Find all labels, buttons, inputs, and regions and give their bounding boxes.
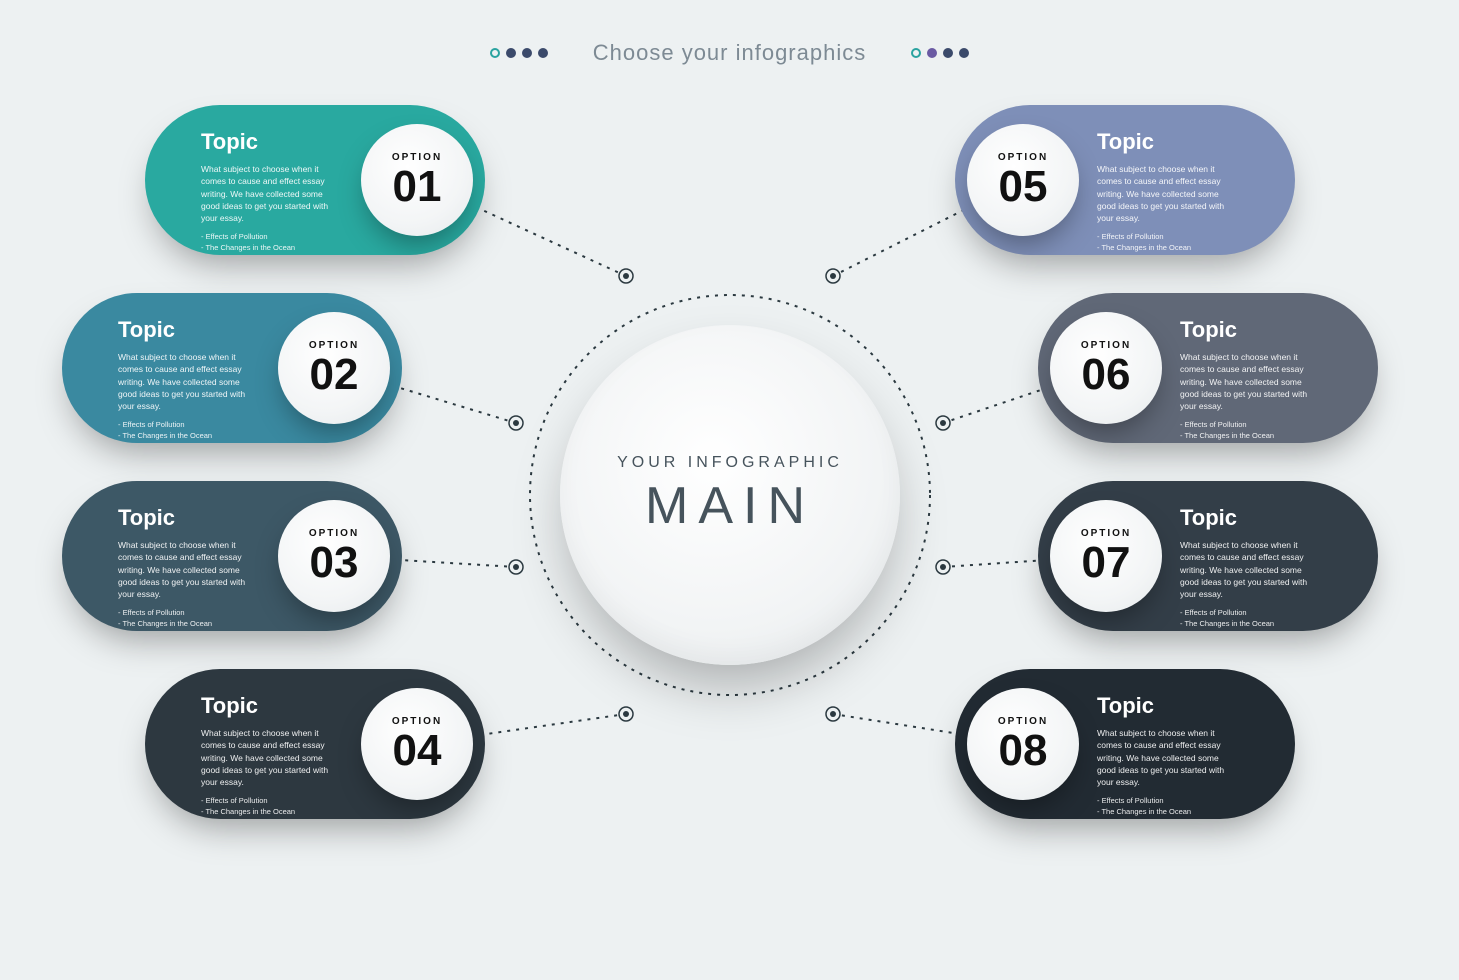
topic-bullet: Internet Influence on kids [1180,629,1322,631]
topic-title: Topic [1180,505,1322,531]
topic-desc: What subject to choose when it comes to … [1097,163,1239,225]
option-circle-02: OPTION 02 [278,312,390,424]
topic-bullet: Effects of Pollution [201,795,343,806]
topic-title: Topic [1097,129,1239,155]
topic-pill-03: Topic What subject to choose when it come… [62,481,402,631]
option-label: OPTION [1081,528,1131,539]
option-circle-06: OPTION 06 [1050,312,1162,424]
topic-desc: What subject to choose when it comes to … [1097,727,1239,789]
topic-bullets: Effects of PollutionThe Changes in the O… [118,419,260,443]
topic-bullets: Effects of PollutionThe Changes in the O… [1180,607,1322,631]
topic-desc: What subject to choose when it comes to … [201,163,343,225]
option-number: 05 [999,165,1048,209]
infographic-canvas: YOUR INFOGRAPHIC MAIN Topic What subject … [0,0,1459,980]
option-circle-05: OPTION 05 [967,124,1079,236]
topic-title: Topic [1180,317,1322,343]
topic-title: Topic [1097,693,1239,719]
option-circle-04: OPTION 04 [361,688,473,800]
option-label: OPTION [392,152,442,163]
option-label: OPTION [309,528,359,539]
topic-bullet: Internet Influence on kids [118,441,260,443]
topic-bullet: Internet Influence on kids [1097,253,1239,255]
option-label: OPTION [1081,340,1131,351]
topic-bullets: Effects of PollutionThe Changes in the O… [201,231,343,255]
topic-bullet: The Changes in the Ocean [201,242,343,253]
topic-bullet: The Changes in the Ocean [1097,242,1239,253]
option-circle-08: OPTION 08 [967,688,1079,800]
topic-bullets: Effects of PollutionThe Changes in the O… [1180,419,1322,443]
topic-bullet: Internet Influence on kids [118,629,260,631]
topic-bullet: Effects of Pollution [1097,795,1239,806]
option-circle-07: OPTION 07 [1050,500,1162,612]
topic-bullet: Effects of Pollution [118,607,260,618]
option-label: OPTION [309,340,359,351]
topic-pill-01: Topic What subject to choose when it come… [145,105,485,255]
topic-desc: What subject to choose when it comes to … [1180,539,1322,601]
option-circle-01: OPTION 01 [361,124,473,236]
option-number: 06 [1082,353,1131,397]
option-label: OPTION [998,152,1048,163]
topic-title: Topic [201,129,343,155]
option-label: OPTION [998,716,1048,727]
topic-bullet: The Changes in the Ocean [201,806,343,817]
option-label: OPTION [392,716,442,727]
topic-pill-06: Topic What subject to choose when it come… [1038,293,1378,443]
option-number: 07 [1082,541,1131,585]
topic-bullet: Effects of Pollution [201,231,343,242]
topic-bullets: Effects of PollutionThe Changes in the O… [1097,231,1239,255]
topic-pill-05: Topic What subject to choose when it come… [955,105,1295,255]
option-number: 08 [999,729,1048,773]
topic-bullet: Effects of Pollution [1097,231,1239,242]
topic-title: Topic [118,317,260,343]
option-number: 03 [310,541,359,585]
topic-bullet: The Changes in the Ocean [1180,430,1322,441]
topic-bullet: Internet Influence on kids [1180,441,1322,443]
topic-bullet: The Changes in the Ocean [1180,618,1322,629]
topic-bullet: The Changes in the Ocean [1097,806,1239,817]
option-circle-03: OPTION 03 [278,500,390,612]
topic-bullet: Effects of Pollution [1180,607,1322,618]
center-circle: YOUR INFOGRAPHIC MAIN [560,325,900,665]
topic-desc: What subject to choose when it comes to … [118,351,260,413]
option-number: 02 [310,353,359,397]
center-subtitle: YOUR INFOGRAPHIC [617,454,843,472]
topic-desc: What subject to choose when it comes to … [118,539,260,601]
topic-bullet: Effects of Pollution [1180,419,1322,430]
topic-bullet: The Changes in the Ocean [118,430,260,441]
topic-pill-04: Topic What subject to choose when it come… [145,669,485,819]
topic-bullet: Internet Influence on kids [201,253,343,255]
option-number: 04 [393,729,442,773]
topic-bullet: Internet Influence on kids [201,817,343,819]
topic-bullets: Effects of PollutionThe Changes in the O… [118,607,260,631]
option-number: 01 [393,165,442,209]
topic-bullet: Internet Influence on kids [1097,817,1239,819]
topic-pill-08: Topic What subject to choose when it come… [955,669,1295,819]
topic-pill-02: Topic What subject to choose when it come… [62,293,402,443]
topic-title: Topic [201,693,343,719]
topic-bullet: Effects of Pollution [118,419,260,430]
topic-bullets: Effects of PollutionThe Changes in the O… [1097,795,1239,819]
topic-bullets: Effects of PollutionThe Changes in the O… [201,795,343,819]
center-title: MAIN [645,476,815,536]
topic-bullet: The Changes in the Ocean [118,618,260,629]
topic-desc: What subject to choose when it comes to … [201,727,343,789]
topic-pill-07: Topic What subject to choose when it come… [1038,481,1378,631]
topic-desc: What subject to choose when it comes to … [1180,351,1322,413]
topic-title: Topic [118,505,260,531]
